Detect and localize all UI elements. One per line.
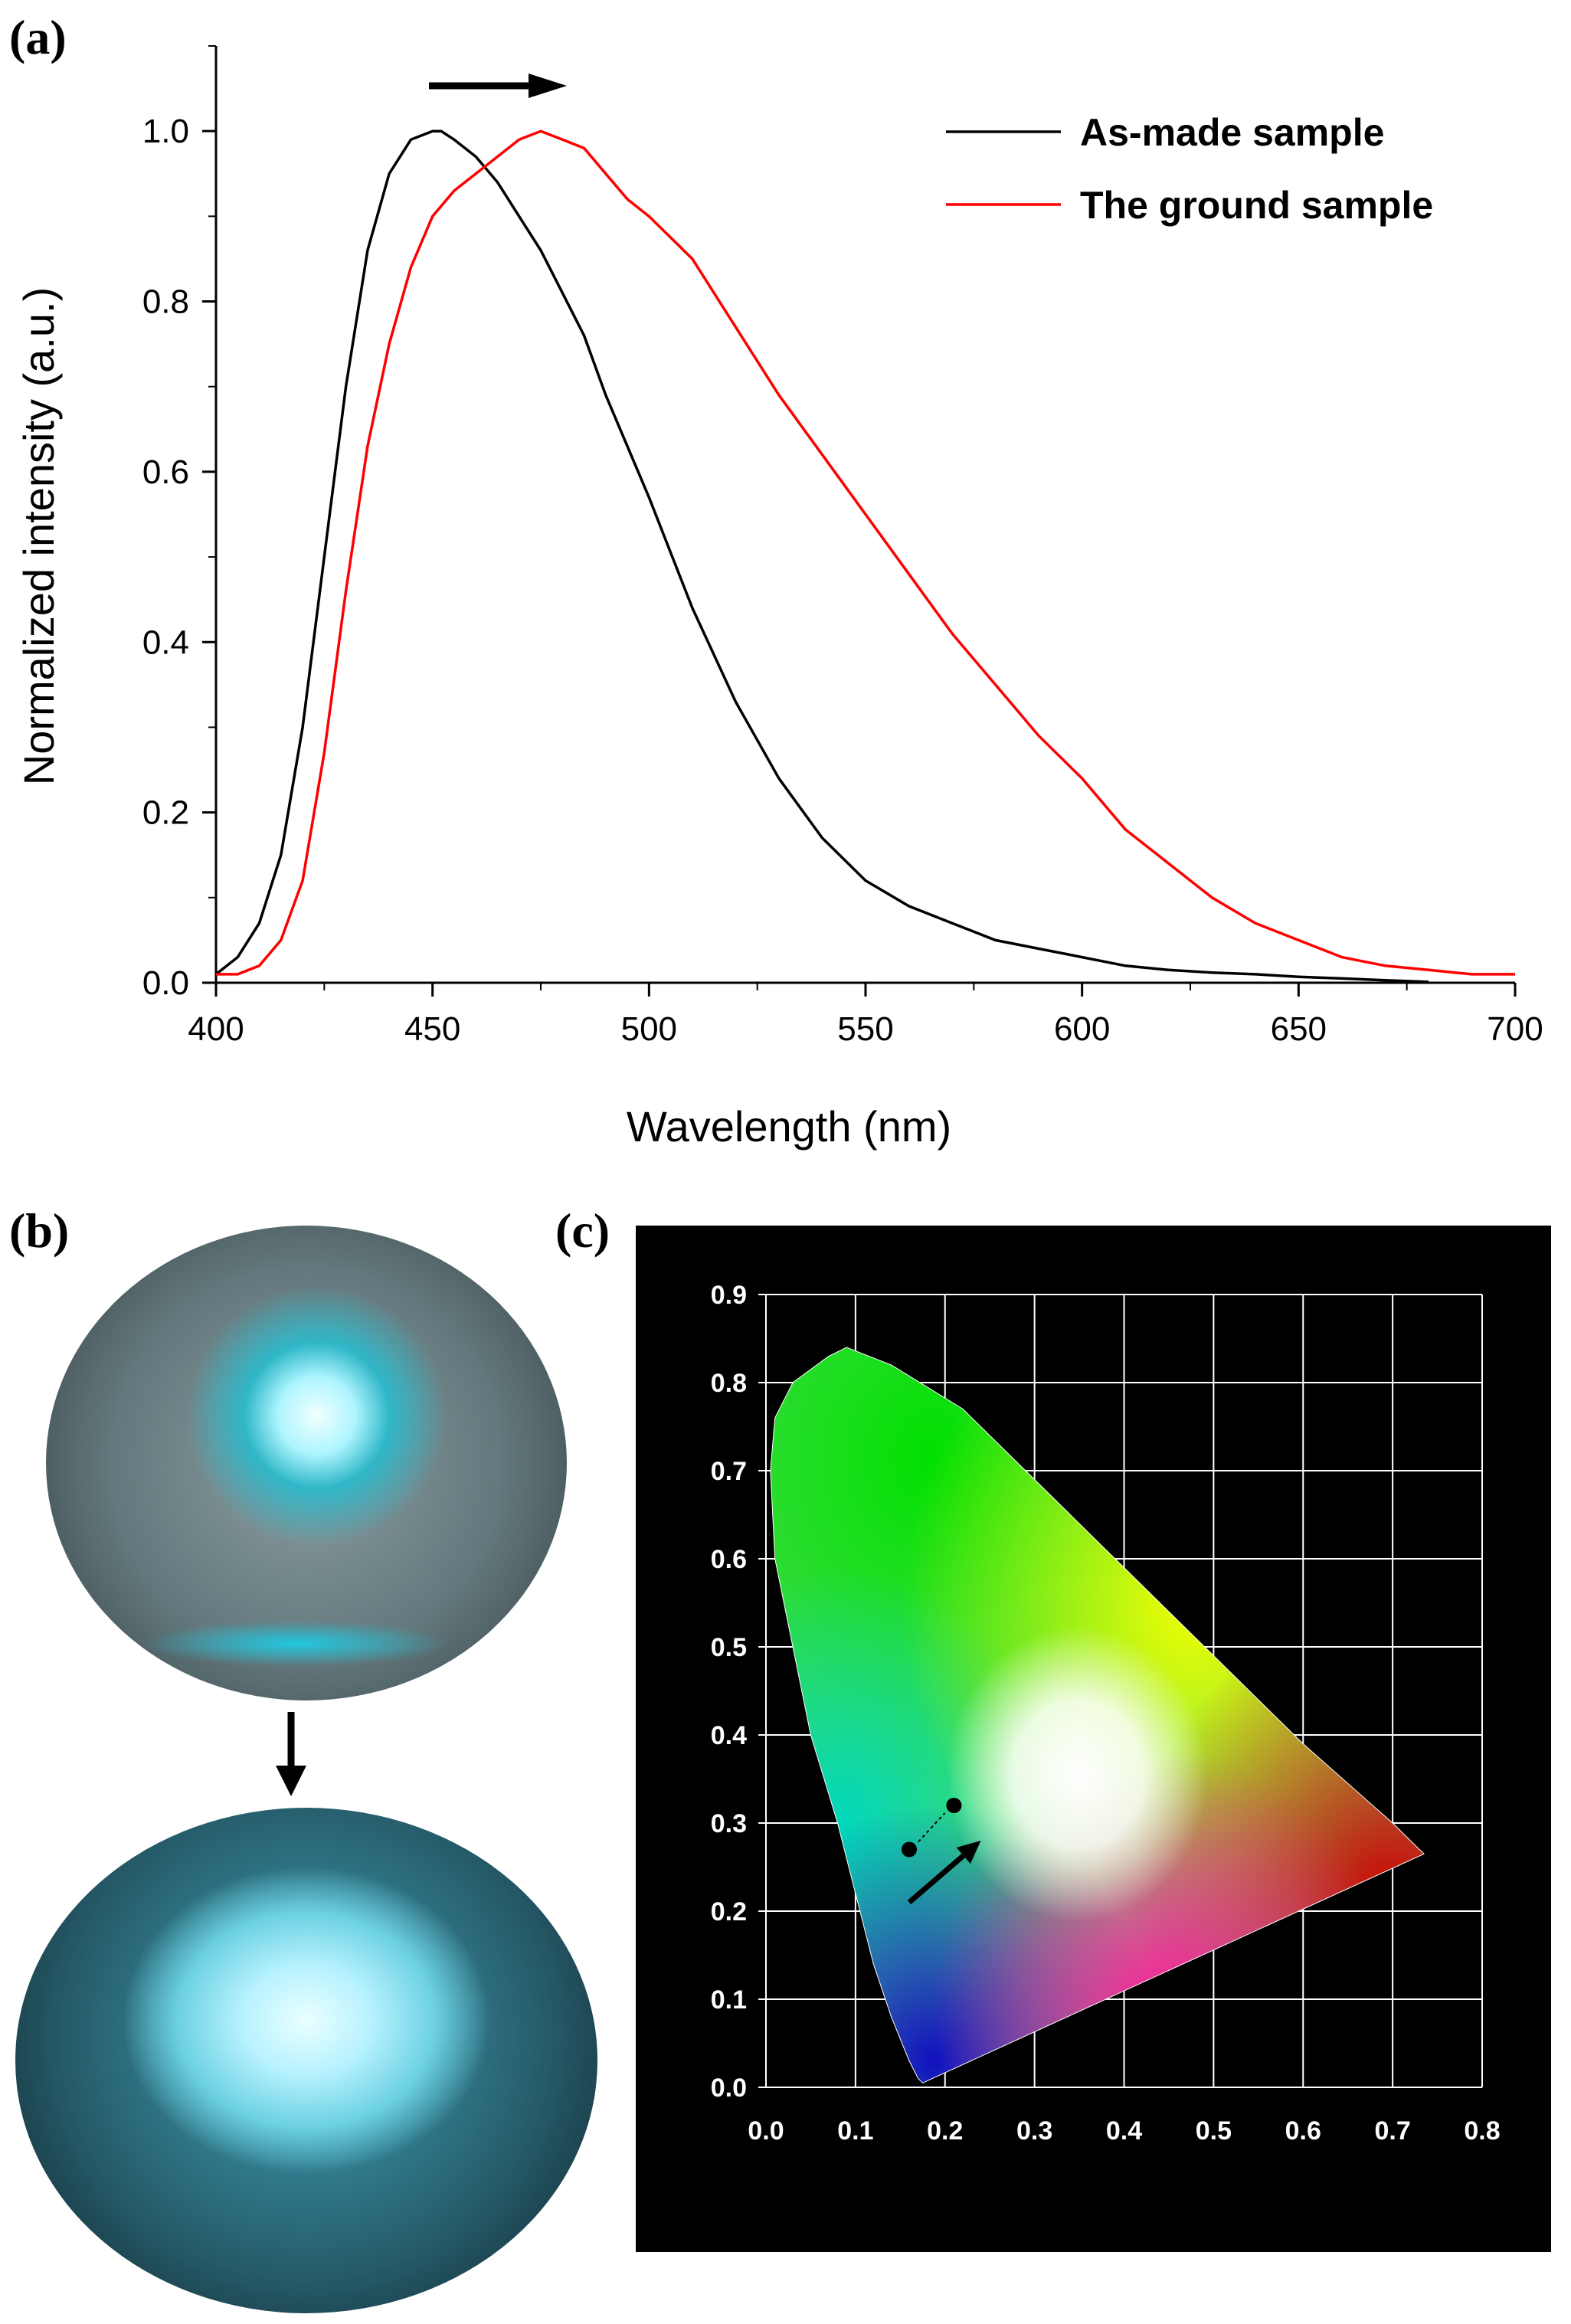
legend-label: The ground sample xyxy=(1080,184,1433,227)
point-connector xyxy=(918,1812,946,1843)
y-tick-label: 0.8 xyxy=(142,283,189,321)
x-tick-label: 550 xyxy=(837,1010,893,1048)
shift-arrow-head-icon xyxy=(529,74,567,98)
x-tick-label: 0.3 xyxy=(1016,2116,1052,2146)
x-tick-label: 650 xyxy=(1271,1010,1327,1048)
x-tick-label: 0.7 xyxy=(1374,2116,1410,2146)
y-tick-label: 0.0 xyxy=(142,964,189,1002)
emission-spectrum-chart: 400 450 500 550 600 650 7000.00.20.40.60.81.0 … xyxy=(15,45,1543,1151)
y-tick-label: 0.0 xyxy=(711,2074,747,2103)
ground-powder-photo xyxy=(15,1808,597,2313)
y-tick-label: 0.8 xyxy=(711,1369,747,1398)
y-tick-label: 0.5 xyxy=(711,1633,747,1662)
as-made-powder-photo xyxy=(46,1226,567,1700)
cie-chromaticity-diagram: 0.0 0.1 0.2 0.3 0.4 0.5 0.6 0.7 0.8 0.0 0.1 0.2 0.3 0… xyxy=(636,1226,1551,2252)
x-tick-label: 0.1 xyxy=(837,2116,873,2146)
x-tick-label: 700 xyxy=(1487,1010,1543,1048)
y-tick-label: 1.0 xyxy=(142,113,189,150)
chromaticity-point-as-made xyxy=(902,1841,917,1858)
shift-arrow-icon xyxy=(907,1853,966,1905)
x-tick-label: 0.2 xyxy=(927,2116,963,2146)
x-tick-label: 500 xyxy=(621,1010,677,1048)
y-tick-label: 0.6 xyxy=(711,1545,747,1574)
y-tick-label: 0.9 xyxy=(711,1281,747,1310)
x-tick-label: 0.8 xyxy=(1464,2116,1500,2146)
y-tick-label: 0.1 xyxy=(711,1985,747,2015)
x-tick-label: 0.5 xyxy=(1196,2116,1232,2146)
y-tick-label: 0.2 xyxy=(711,1897,747,1926)
x-tick-label: 0.4 xyxy=(1106,2116,1142,2146)
y-tick-label: 0.4 xyxy=(142,624,189,661)
panel-label-c: (c) xyxy=(555,1203,610,1258)
down-arrow-icon xyxy=(276,1712,306,1796)
series-line-as-made xyxy=(214,129,1429,984)
x-tick-label: 0.6 xyxy=(1285,2116,1321,2146)
x-tick-label: 600 xyxy=(1054,1010,1110,1048)
y-axis-label: Normalized intensity (a.u.) xyxy=(15,287,63,785)
legend-label: As-made sample xyxy=(1080,111,1384,154)
x-tick-label: 400 xyxy=(188,1010,244,1048)
panel-label-b: (b) xyxy=(9,1203,70,1258)
x-axis-label: Wavelength (nm) xyxy=(627,1102,951,1151)
x-tick-label: 0.0 xyxy=(748,2116,784,2146)
spectral-locus-outline xyxy=(770,1347,1425,2083)
y-tick-label: 0.2 xyxy=(142,794,189,832)
chromaticity-point-ground xyxy=(946,1798,962,1813)
shift-arrow-head-icon xyxy=(956,1841,981,1864)
y-tick-label: 0.3 xyxy=(711,1809,747,1838)
series-line-ground xyxy=(216,129,1515,976)
x-tick-label: 450 xyxy=(404,1010,460,1048)
panel-label-a: (a) xyxy=(9,10,67,64)
y-tick-label: 0.6 xyxy=(142,453,189,491)
y-tick-label: 0.4 xyxy=(711,1721,747,1750)
y-tick-label: 0.7 xyxy=(711,1457,747,1486)
